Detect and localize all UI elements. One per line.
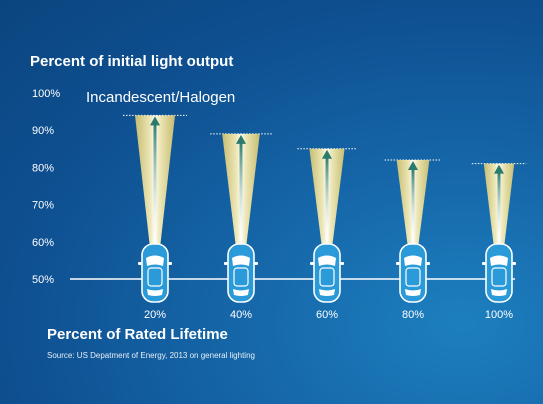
car-rear-window [405, 289, 421, 296]
car-windshield [232, 255, 250, 266]
car-mirror-right [168, 262, 172, 265]
beam-group [471, 163, 527, 248]
y-tick-label: 80% [32, 162, 54, 174]
car-rear-window [233, 289, 249, 296]
x-tick-label: 40% [230, 309, 252, 321]
car-icon [396, 243, 430, 303]
car-windshield [404, 255, 422, 266]
chart-title: Percent of initial light output [30, 53, 234, 70]
car-mirror-right [426, 262, 430, 265]
arrow-shaft [325, 156, 329, 236]
car-rear-window [147, 289, 163, 296]
car-windshield [146, 255, 164, 266]
arrow-head [322, 149, 332, 159]
car-mirror-left [224, 262, 228, 265]
arrow-shaft [497, 171, 501, 236]
car-mirror-left [482, 262, 486, 265]
arrow-shaft [153, 123, 157, 236]
car-rear-window [319, 289, 335, 296]
car-icon [224, 243, 258, 303]
car-roof [147, 267, 163, 287]
car-icon [138, 243, 172, 303]
car-mirror-left [138, 262, 142, 265]
car-mirror-right [340, 262, 344, 265]
y-tick-label: 60% [32, 237, 54, 249]
car-mirror-left [310, 262, 314, 265]
x-axis-label: Percent of Rated Lifetime [47, 326, 228, 343]
car-roof [319, 267, 335, 287]
car-icon [482, 243, 516, 303]
beam-group [123, 114, 187, 248]
x-tick-label: 20% [144, 309, 166, 321]
arrow-head [408, 160, 418, 170]
y-tick-label: 90% [32, 125, 54, 137]
car-windshield [318, 255, 336, 266]
car-roof [233, 267, 249, 287]
x-tick-label: 80% [402, 309, 424, 321]
x-tick-label: 60% [316, 309, 338, 321]
beam-group [210, 133, 272, 248]
arrow-shaft [411, 167, 415, 236]
car-roof [405, 267, 421, 287]
car-rear-window [491, 289, 507, 296]
arrow-head [236, 134, 246, 144]
car-mirror-right [254, 262, 258, 265]
y-tick-label: 70% [32, 200, 54, 212]
beam-group [384, 159, 442, 248]
car-mirror-left [396, 262, 400, 265]
y-tick-label: 50% [32, 274, 54, 286]
car-mirror-right [512, 262, 516, 265]
car-windshield [490, 255, 508, 266]
y-tick-label: 100% [32, 88, 60, 100]
arrow-shaft [239, 141, 243, 236]
series-label: Incandescent/Halogen [86, 89, 236, 106]
arrow-head [150, 116, 160, 126]
arrow-head [494, 164, 504, 174]
source-note: Source: US Depatment of Energy, 2013 on … [47, 351, 255, 360]
beam-group [297, 148, 357, 248]
car-icon [310, 243, 344, 303]
x-tick-label: 100% [485, 309, 513, 321]
car-roof [491, 267, 507, 287]
